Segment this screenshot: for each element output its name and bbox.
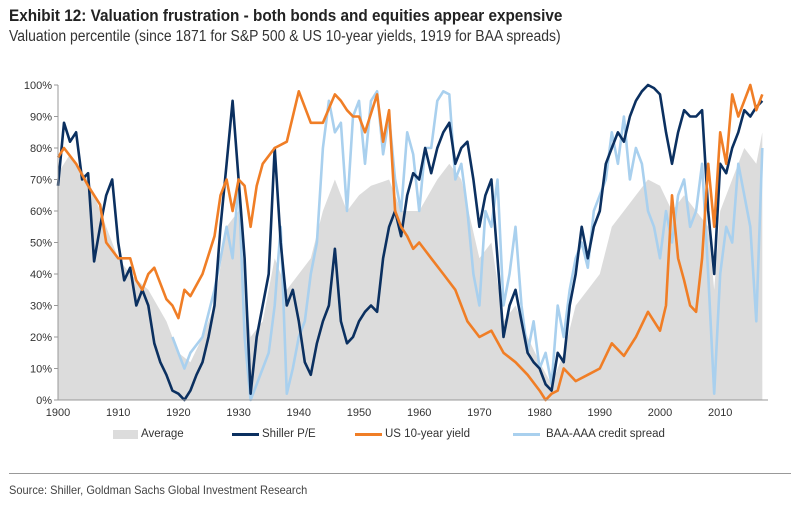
series-line-baa-aaa-credit-spread <box>171 90 764 402</box>
series-average-area <box>58 132 763 401</box>
x-tick-label: 1970 <box>467 407 491 419</box>
y-tick-label: 40% <box>30 269 52 281</box>
x-tick-label: 1960 <box>407 407 431 419</box>
legend-label: BAA-AAA credit spread <box>546 428 665 440</box>
legend-item-us-10y: US 10-year yield <box>355 428 470 440</box>
legend-swatch-average <box>113 429 138 439</box>
x-tick-label: 1910 <box>106 407 130 419</box>
series-line-us-10-year-yield <box>56 83 764 402</box>
legend-item-average: Average <box>113 428 184 440</box>
legend-swatch-us-10y <box>355 432 382 436</box>
x-tick-label: 1990 <box>588 407 612 419</box>
legend-item-shiller-pe: Shiller P/E <box>232 428 316 440</box>
y-tick-label: 80% <box>30 143 52 155</box>
x-tick-label: 1980 <box>527 407 551 419</box>
x-tick-label: 2010 <box>708 407 732 419</box>
x-tick-label: 1900 <box>46 407 70 419</box>
legend-label: Average <box>141 428 184 440</box>
chart-subtitle: Valuation percentile (since 1871 for S&P… <box>9 28 561 45</box>
x-tick-label: 1950 <box>347 407 371 419</box>
legend-item-credit-spread: BAA-AAA credit spread <box>513 428 665 440</box>
y-tick-label: 50% <box>30 238 52 250</box>
y-tick-label: 20% <box>30 332 52 344</box>
x-tick-label: 1920 <box>166 407 190 419</box>
x-tick-label: 1930 <box>226 407 250 419</box>
legend-swatch-credit-spread <box>513 432 540 436</box>
legend-label: Shiller P/E <box>262 428 316 440</box>
footer-divider <box>9 473 791 474</box>
y-tick-label: 30% <box>30 301 52 313</box>
x-tick-label: 1940 <box>287 407 311 419</box>
legend-label: US 10-year yield <box>385 428 471 440</box>
y-tick-label: 70% <box>30 175 52 187</box>
series-line-shiller-p-e <box>56 83 764 402</box>
y-tick-label: 0% <box>36 395 52 407</box>
y-tick-label: 90% <box>30 112 52 124</box>
x-tick-label: 2000 <box>648 407 672 419</box>
y-tick-label: 100% <box>24 80 52 92</box>
y-tick-label: 60% <box>30 206 52 218</box>
source-note: Source: Shiller, Goldman Sachs Global In… <box>9 483 308 497</box>
y-tick-label: 10% <box>30 364 52 376</box>
legend-swatch-shiller-pe <box>232 432 259 436</box>
chart-title: Exhibit 12: Valuation frustration - both… <box>9 6 563 25</box>
